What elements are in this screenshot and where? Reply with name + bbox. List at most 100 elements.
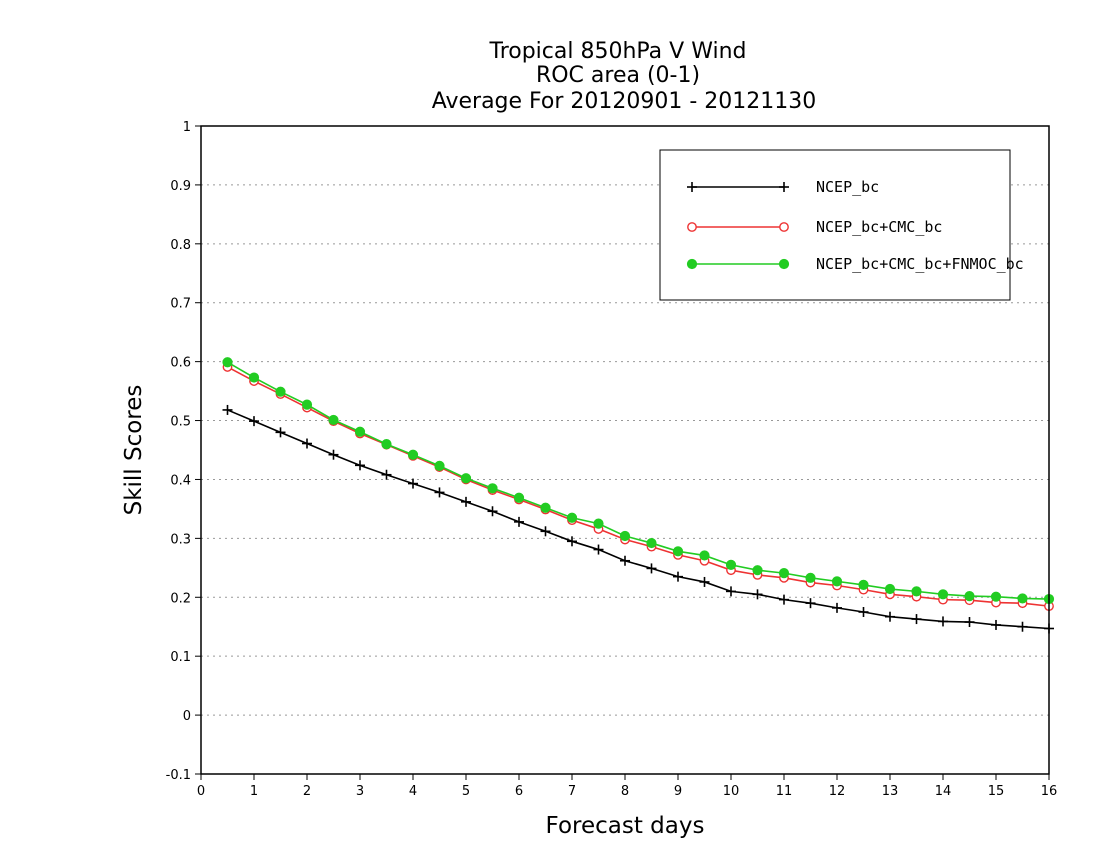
axes: -0.100.10.20.30.40.50.60.70.80.910 1 2 3 4 5 6… (166, 120, 1058, 799)
x-tick-label: 6 (515, 784, 523, 799)
x-tick-label: 14 (935, 784, 952, 799)
series-line (227, 409, 1050, 630)
data-point (381, 469, 392, 480)
x-tick-label: 1 (250, 784, 258, 799)
data-point (540, 526, 551, 537)
title-line-1: Tropical 850hPa V Wind (488, 39, 746, 64)
data-point (938, 616, 948, 627)
y-tick-label: 0.7 (170, 297, 191, 312)
y-tick-label: 0.1 (170, 650, 191, 665)
data-point (407, 449, 419, 460)
data-point (884, 583, 896, 595)
x-tick-label: 0 (197, 784, 205, 799)
data-point (619, 530, 631, 542)
data-point (301, 399, 313, 410)
x-tick-label: 4 (409, 784, 417, 799)
series-1 (222, 362, 1054, 612)
y-axis-label: Skill Scores (121, 385, 147, 516)
y-tick-label: 0.8 (170, 238, 191, 253)
data-point (805, 572, 816, 583)
x-tick-label: 10 (723, 784, 740, 799)
legend-marker (779, 222, 789, 232)
data-point (593, 544, 604, 555)
data-point (514, 516, 524, 527)
y-tick-label: 0.4 (170, 473, 191, 488)
series-line (227, 361, 1050, 600)
series-line (227, 366, 1050, 607)
legend-marker (687, 182, 697, 192)
data-point (778, 568, 790, 579)
series-0 (222, 404, 1054, 634)
x-tick-label: 7 (568, 784, 576, 799)
y-tick-label: 0.6 (170, 356, 191, 371)
legend-label: NCEP_bc+CMC_bc+FNMOC_bc (816, 255, 1024, 273)
legend-box (659, 149, 1011, 301)
data-point (832, 602, 842, 613)
title-line-2: ROC area (0-1) (536, 63, 700, 88)
data-point (646, 537, 657, 549)
x-tick-label: 12 (829, 784, 846, 799)
data-point (275, 427, 286, 438)
title-line-3: Average For 20120901 - 20121130 (432, 89, 817, 114)
data-point (699, 576, 710, 587)
legend-label: NCEP_bc+CMC_bc (816, 218, 942, 236)
data-point (964, 590, 975, 602)
data-point (726, 586, 736, 597)
plot-series (222, 357, 1055, 634)
data-point (805, 598, 816, 609)
data-point (275, 386, 286, 397)
data-point (699, 550, 710, 561)
series-2 (222, 357, 1055, 605)
data-point (990, 591, 1002, 602)
data-point (673, 571, 683, 582)
data-point (249, 416, 259, 427)
x-tick-label: 11 (776, 784, 793, 799)
data-point (434, 487, 445, 498)
data-point (964, 617, 975, 628)
data-point (1017, 621, 1028, 632)
data-point (885, 611, 895, 622)
data-point (752, 589, 763, 600)
x-tick-label: 3 (356, 784, 364, 799)
data-point (302, 438, 312, 449)
data-point (593, 518, 604, 529)
y-tick-label: 1 (183, 120, 191, 135)
data-point (566, 512, 578, 523)
data-point (858, 579, 869, 591)
x-tick-label: 15 (988, 784, 1005, 799)
legend-item: NCEP_bc+CMC_bc+FNMOC_bc (686, 255, 1024, 273)
data-point (222, 357, 233, 368)
data-point (434, 460, 445, 472)
data-point (540, 502, 551, 513)
legend-item: NCEP_bc (687, 178, 879, 196)
chart-title: Tropical 850hPa V Wind ROC area (0-1) Av… (432, 39, 817, 114)
data-point (487, 483, 498, 494)
data-point (354, 426, 366, 437)
data-point (858, 607, 869, 617)
data-point (328, 449, 339, 460)
data-point (408, 478, 418, 489)
y-tick-label: 0.2 (170, 591, 191, 606)
data-point (381, 439, 392, 450)
data-point (911, 614, 922, 625)
data-point (991, 619, 1001, 630)
legend-marker (778, 258, 790, 270)
data-point (672, 546, 684, 557)
y-tick-label: 0.9 (170, 179, 191, 194)
data-point (725, 559, 737, 570)
x-tick-label: 13 (882, 784, 899, 799)
plot-frame (200, 125, 1050, 775)
data-point (355, 460, 365, 471)
data-point (222, 404, 233, 415)
x-tick-label: 5 (462, 784, 470, 799)
legend-marker (779, 182, 789, 192)
data-point (937, 589, 949, 600)
legend-label: NCEP_bc (816, 178, 879, 196)
data-point (460, 473, 472, 484)
data-point (831, 576, 843, 587)
legend-item: NCEP_bc+CMC_bc (687, 218, 942, 236)
data-point (911, 586, 922, 597)
data-point (620, 555, 630, 566)
x-tick-label: 9 (674, 784, 682, 799)
